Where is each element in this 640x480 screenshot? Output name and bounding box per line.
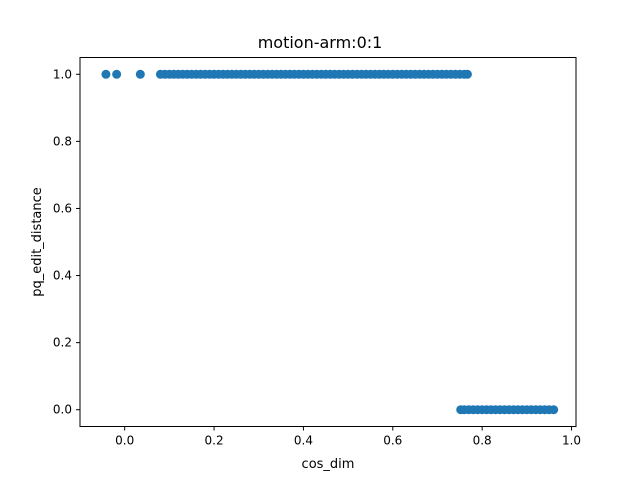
data-point — [101, 69, 111, 79]
x-axis-ticks: 0.0 0.2 0.4 0.6 0.8 1.0 — [115, 426, 581, 448]
y-tick-label: 0.6 — [53, 201, 72, 215]
chart-title: motion-arm:0:1 — [258, 33, 383, 52]
x-tick-label: 0.0 — [115, 434, 134, 448]
data-point — [462, 69, 472, 79]
data-points — [101, 69, 559, 415]
data-point — [549, 405, 559, 415]
x-axis-label: cos_dim — [302, 457, 355, 472]
x-tick-label: 0.4 — [294, 434, 313, 448]
y-axis-label: pq_edit_distance — [30, 187, 45, 297]
y-tick-label: 0.4 — [53, 269, 72, 283]
plot-frame — [79, 57, 577, 427]
x-tick-label: 0.6 — [383, 434, 402, 448]
y-axis-ticks: 0.0 0.2 0.4 0.6 0.8 1.0 — [53, 67, 80, 417]
data-point — [112, 69, 122, 79]
y-tick-label: 0.2 — [53, 336, 72, 350]
x-tick-label: 0.8 — [473, 434, 492, 448]
x-tick-label: 0.2 — [205, 434, 224, 448]
y-tick-label: 1.0 — [53, 67, 72, 81]
y-tick-label: 0.0 — [53, 403, 72, 417]
y-tick-label: 0.8 — [53, 134, 72, 148]
data-point — [135, 69, 145, 79]
x-tick-label: 1.0 — [562, 434, 581, 448]
